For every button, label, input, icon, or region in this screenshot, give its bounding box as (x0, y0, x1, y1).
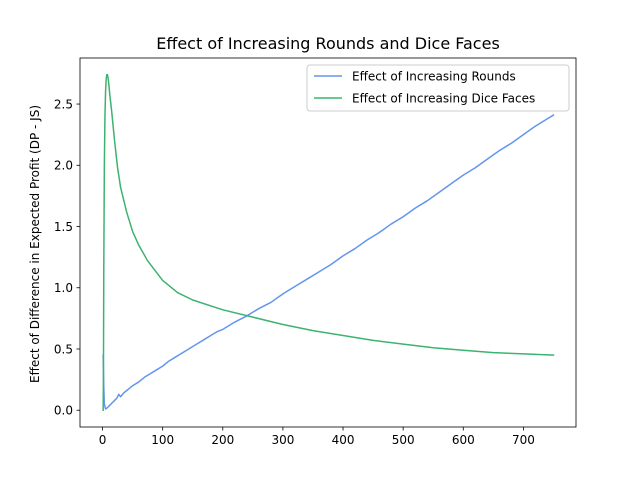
legend-box (306, 64, 570, 112)
y-tick-label: 1.5 (54, 220, 73, 234)
x-tick-label: 500 (392, 433, 415, 447)
chart-title: Effect of Increasing Rounds and Dice Fac… (156, 34, 500, 53)
y-tick-label: 0.0 (54, 404, 73, 418)
x-tick-label: 200 (211, 433, 234, 447)
x-tick-label: 600 (452, 433, 475, 447)
legend-label-rounds: Effect of Increasing Rounds (352, 69, 516, 83)
axes-frame (79, 57, 577, 428)
x-tick-label: 100 (151, 433, 174, 447)
plot-area: 0 100 200 300 400 500 600 700 0.0 0.5 1.0 1.5 2.0 2.5 (54, 57, 577, 447)
series-line-rounds (102, 114, 555, 410)
y-tick-label: 2.5 (54, 97, 73, 111)
x-tick-label: 400 (332, 433, 355, 447)
series-line-faces (102, 73, 555, 411)
y-axis-label: Effect of Difference in Expected Profit … (28, 105, 42, 383)
legend: Effect of Increasing Rounds Effect of Inc… (306, 64, 570, 112)
x-tick-label: 700 (512, 433, 535, 447)
y-tick-label: 0.5 (54, 342, 73, 356)
y-tick-label: 1.0 (54, 281, 73, 295)
legend-label-faces: Effect of Increasing Dice Faces (352, 91, 535, 105)
y-tick-label: 2.0 (54, 159, 73, 173)
x-tick-label: 0 (99, 433, 107, 447)
x-tick-label: 300 (271, 433, 294, 447)
